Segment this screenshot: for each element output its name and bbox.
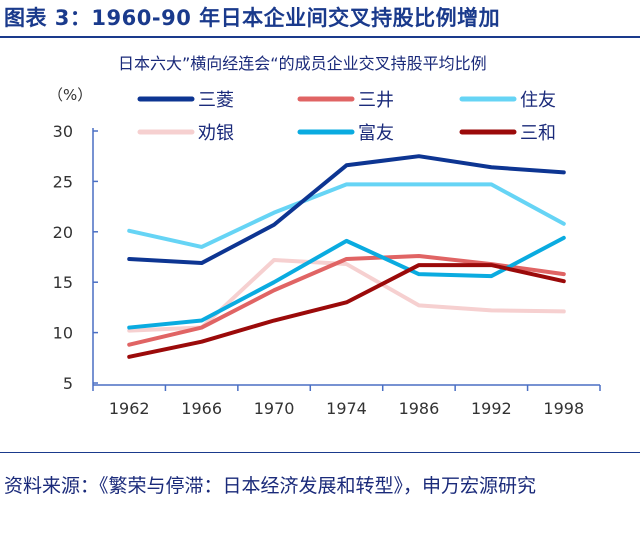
y-tick-label: 30 — [53, 122, 73, 141]
legend-label: 劝银 — [198, 123, 234, 144]
y-tick-label: 25 — [53, 172, 73, 191]
x-tick-label: 1992 — [471, 399, 512, 418]
y-tick-label: 5 — [63, 374, 73, 393]
x-tick-label: 1970 — [254, 399, 295, 418]
title-divider — [0, 36, 640, 38]
series-line-富友 — [127, 235, 566, 330]
legend-label: 三井 — [358, 90, 394, 111]
footer-divider — [0, 452, 640, 453]
x-tick-label: 1986 — [399, 399, 440, 418]
source-note: 资料来源：《繁荣与停滞：日本经济发展和转型》，申万宏源研究 — [4, 475, 537, 497]
legend-label: 富友 — [358, 123, 394, 144]
y-tick-label: 15 — [53, 273, 73, 292]
series-line-三和 — [127, 263, 566, 359]
x-tick-label: 1966 — [181, 399, 222, 418]
figure-title: 图表 3：1960-90 年日本企业间交叉持股比例增加 — [4, 6, 501, 30]
y-axis-unit: （%） — [48, 86, 93, 104]
line-chart: 5 10 15 20 25 30 1962 1966 1970 1974 1986 1992 1998 三… — [53, 90, 601, 418]
legend-label: 住友 — [520, 90, 556, 111]
legend-label: 三菱 — [198, 90, 234, 111]
legend-label: 三和 — [520, 123, 556, 144]
y-tick-label: 10 — [53, 324, 73, 343]
chart-title: 日本六大”横向经连会“的成员企业交叉持股平均比例 — [118, 54, 487, 73]
y-tick-label: 20 — [53, 223, 73, 242]
x-tick-label: 1962 — [109, 399, 150, 418]
series-line-住友 — [127, 182, 566, 249]
x-tick-label: 1974 — [326, 399, 367, 418]
series-line-三菱 — [127, 154, 566, 266]
x-tick-label: 1998 — [543, 399, 584, 418]
